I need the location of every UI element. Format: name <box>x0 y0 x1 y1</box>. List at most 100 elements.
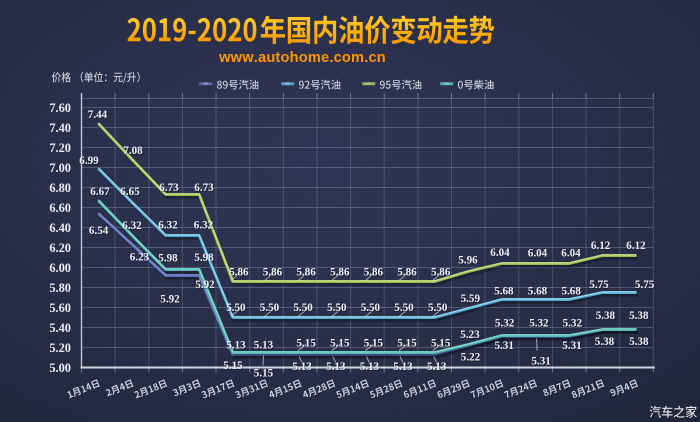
svg-text:5.75: 5.75 <box>589 279 609 291</box>
svg-text:5.92: 5.92 <box>161 294 181 306</box>
svg-text:5.15: 5.15 <box>331 338 351 350</box>
svg-text:6.12: 6.12 <box>592 241 612 253</box>
svg-text:5.13: 5.13 <box>428 362 448 374</box>
svg-text:5.50: 5.50 <box>260 302 280 314</box>
svg-text:5.50: 5.50 <box>261 303 281 315</box>
svg-text:5.68: 5.68 <box>528 286 548 298</box>
svg-text:6.80: 6.80 <box>49 181 71 195</box>
svg-text:5.15: 5.15 <box>297 338 317 350</box>
svg-text:6.00: 6.00 <box>49 261 71 275</box>
svg-text:5.50: 5.50 <box>227 303 247 315</box>
svg-text:5.20: 5.20 <box>49 341 71 355</box>
svg-text:7.08: 7.08 <box>124 146 144 158</box>
svg-text:5.86: 5.86 <box>431 266 451 278</box>
svg-text:5.92: 5.92 <box>160 293 180 305</box>
svg-text:5.75: 5.75 <box>635 279 655 291</box>
svg-text:5.86: 5.86 <box>432 267 452 279</box>
svg-text:5.86: 5.86 <box>264 267 284 279</box>
svg-text:5.40: 5.40 <box>49 321 71 335</box>
svg-text:5.50: 5.50 <box>361 302 381 314</box>
svg-text:6.04: 6.04 <box>491 248 511 260</box>
svg-text:5.31: 5.31 <box>494 340 513 352</box>
svg-text:5.92: 5.92 <box>196 280 216 292</box>
svg-text:6.12: 6.12 <box>627 241 647 253</box>
svg-text:5.92: 5.92 <box>195 279 215 291</box>
svg-text:5.50: 5.50 <box>226 302 246 314</box>
svg-text:6.67: 6.67 <box>91 187 111 199</box>
svg-text:5.86: 5.86 <box>364 267 384 279</box>
svg-text:6.32: 6.32 <box>159 220 179 232</box>
svg-text:5.50: 5.50 <box>361 303 381 315</box>
svg-text:5.98: 5.98 <box>158 252 178 264</box>
svg-text:5.13: 5.13 <box>360 362 380 374</box>
svg-text:5.38: 5.38 <box>595 336 615 348</box>
svg-text:5.68: 5.68 <box>495 287 515 299</box>
svg-text:6.23: 6.23 <box>130 251 150 263</box>
svg-text:6.23: 6.23 <box>131 252 151 264</box>
svg-text:6.04: 6.04 <box>490 247 510 259</box>
svg-text:5.86: 5.86 <box>331 267 351 279</box>
svg-text:6.65: 6.65 <box>120 186 140 198</box>
svg-text:6.32: 6.32 <box>158 219 178 231</box>
svg-text:6.04: 6.04 <box>562 248 582 260</box>
svg-text:5.13: 5.13 <box>254 339 274 351</box>
svg-text:6.20: 6.20 <box>49 241 71 255</box>
svg-text:5.68: 5.68 <box>562 287 582 299</box>
svg-text:5.50: 5.50 <box>327 302 347 314</box>
svg-text:7.60: 7.60 <box>49 101 71 115</box>
svg-text:6.04: 6.04 <box>561 247 581 259</box>
svg-text:6.40: 6.40 <box>49 221 71 235</box>
svg-text:5.50: 5.50 <box>428 302 448 314</box>
svg-text:5.13: 5.13 <box>393 361 413 373</box>
svg-text:6.04: 6.04 <box>528 247 548 259</box>
svg-text:5.13: 5.13 <box>394 362 414 374</box>
svg-text:6.65: 6.65 <box>121 187 141 199</box>
svg-text:5.38: 5.38 <box>629 336 649 348</box>
svg-text:6.12: 6.12 <box>591 240 611 252</box>
svg-text:5.38: 5.38 <box>630 311 650 323</box>
svg-text:5.13: 5.13 <box>360 361 380 373</box>
svg-text:5.23: 5.23 <box>461 330 481 342</box>
svg-text:5.38: 5.38 <box>596 311 616 323</box>
svg-text:5.32: 5.32 <box>563 319 583 331</box>
svg-text:6.73: 6.73 <box>195 183 215 195</box>
svg-text:5.86: 5.86 <box>230 267 250 279</box>
svg-text:5.15: 5.15 <box>364 337 384 349</box>
svg-text:5.60: 5.60 <box>49 301 71 315</box>
svg-text:5.15: 5.15 <box>330 337 350 349</box>
svg-text:5.50: 5.50 <box>294 303 314 315</box>
svg-text:5.32: 5.32 <box>495 318 515 330</box>
svg-text:5.23: 5.23 <box>460 329 480 341</box>
svg-text:6.67: 6.67 <box>90 186 110 198</box>
svg-text:5.86: 5.86 <box>296 266 316 278</box>
svg-text:5.59: 5.59 <box>461 293 481 305</box>
svg-text:6.12: 6.12 <box>626 240 646 252</box>
svg-text:5.68: 5.68 <box>529 287 549 299</box>
svg-text:www.autohome.com.cn: www.autohome.com.cn <box>218 50 386 66</box>
svg-text:6.54: 6.54 <box>89 225 109 237</box>
svg-text:5.15: 5.15 <box>224 361 244 373</box>
svg-text:5.15: 5.15 <box>364 338 384 350</box>
svg-text:6.32: 6.32 <box>123 221 143 233</box>
svg-text:5.38: 5.38 <box>596 337 616 349</box>
svg-text:5.98: 5.98 <box>159 253 179 265</box>
svg-text:5.00: 5.00 <box>49 361 71 375</box>
svg-text:5.96: 5.96 <box>459 255 479 267</box>
svg-text:6.32: 6.32 <box>122 220 142 232</box>
svg-text:5.86: 5.86 <box>397 266 417 278</box>
svg-text:5.13: 5.13 <box>292 361 312 373</box>
svg-text:5.96: 5.96 <box>458 254 478 266</box>
svg-text:5.80: 5.80 <box>49 281 71 295</box>
svg-text:5.32: 5.32 <box>496 319 516 331</box>
svg-text:5.13: 5.13 <box>227 340 247 352</box>
svg-text:5.32: 5.32 <box>563 318 583 330</box>
svg-text:7.44: 7.44 <box>89 110 109 122</box>
svg-text:6.99: 6.99 <box>80 156 100 168</box>
svg-text:5.98: 5.98 <box>195 253 215 265</box>
svg-text:5.13: 5.13 <box>326 361 346 373</box>
svg-text:7.00: 7.00 <box>49 161 71 175</box>
svg-text:5.31: 5.31 <box>562 340 581 352</box>
svg-text:5.38: 5.38 <box>596 310 616 322</box>
svg-text:5.86: 5.86 <box>229 266 249 278</box>
svg-text:5.86: 5.86 <box>330 266 350 278</box>
